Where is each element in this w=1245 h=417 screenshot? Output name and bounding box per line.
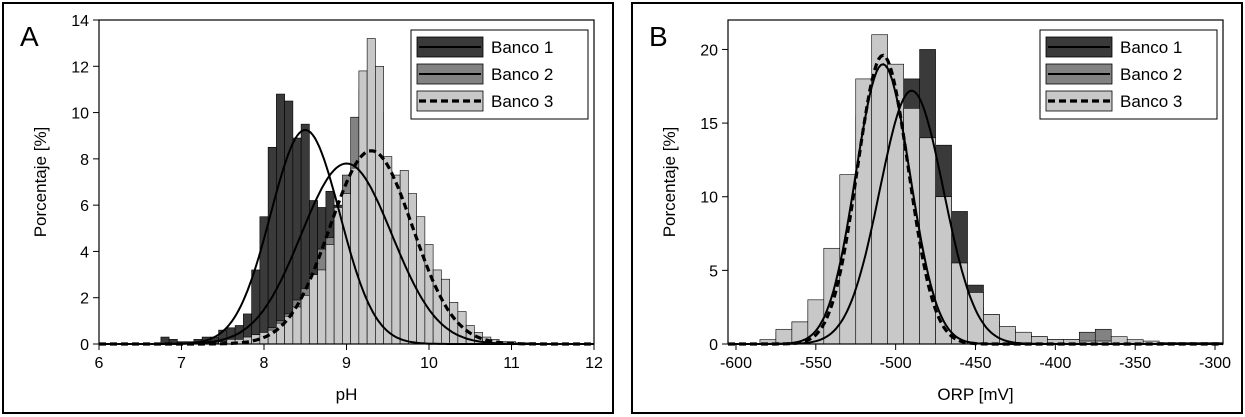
- chart-a-x-tick-label-0: 6: [95, 355, 104, 372]
- chart-a-bar-s3-28: [449, 302, 459, 345]
- chart-b-legend-label-2: Banco 2: [1120, 65, 1182, 84]
- chart-a-y-tick-label-4: 8: [80, 152, 89, 169]
- chart-a-y-tick-label-1: 2: [80, 291, 89, 308]
- chart-b-y-tick-label-2: 10: [700, 190, 718, 207]
- chart-a-y-tick-label-5: 10: [71, 106, 89, 123]
- chart-a-y-tick-label-7: 14: [71, 13, 89, 30]
- chart-a-bar-s3-12: [317, 269, 327, 345]
- chart-b-x-tick-label-2: -500: [880, 355, 912, 372]
- chart-a-bar-s3-7: [276, 322, 285, 345]
- chart-b-legend-label-1: Banco 1: [1120, 38, 1182, 57]
- chart-b-bar-s3-1: [775, 328, 793, 345]
- chart-b-y-tick-label-4: 20: [700, 42, 718, 59]
- chart-b-x-tick-label-0: -600: [720, 355, 752, 372]
- chart-a-y-tick-label-0: 0: [80, 337, 89, 354]
- panel-b: B -600 -550 -500 -450 -400 -350 -300 0 5 10 15 20 ORP…: [631, 2, 1243, 414]
- chart-b-panel-label: B: [649, 21, 668, 52]
- panel-a: A 6 7 8 9 10 11 12 0 2 4 6 8 10 12 14 pH Porcentaje [%] Ba…: [2, 2, 614, 414]
- chart-b-legend-swatch-3: [1045, 90, 1113, 112]
- chart-b-x-tick-label-6: -300: [1199, 355, 1231, 372]
- chart-b-bar-s3-12: [951, 262, 968, 345]
- chart-b-x-tick-label-3: -450: [959, 355, 991, 372]
- chart-a-x-tick-label-2: 8: [260, 355, 269, 372]
- chart-b-y-axis-label: Porcentaje [%]: [660, 127, 679, 238]
- chart-a-x-tick-label-4: 10: [420, 355, 438, 372]
- chart-b-x-tick-label-1: -550: [800, 355, 832, 372]
- chart-b-y-tick-label-1: 5: [709, 263, 718, 280]
- chart-a-y-axis-label: Porcentaje [%]: [31, 127, 50, 238]
- chart-a-bar-s3-25: [424, 244, 434, 345]
- chart-a-legend-swatch-3: [416, 90, 484, 112]
- chart-a-bar-s3-13: [325, 244, 335, 345]
- chart-a-bar-s3-10: [300, 295, 310, 345]
- chart-b-bar-s3-14: [983, 314, 1000, 345]
- chart-b-x-axis-label: ORP [mV]: [937, 385, 1013, 404]
- chart-a-bar-s3-20: [383, 156, 393, 345]
- chart-a-y-tick-label-2: 4: [80, 244, 89, 261]
- chart-a-bar-s3-24: [416, 216, 426, 345]
- chart-a-bar-s3-9: [292, 306, 302, 345]
- chart-a-x-tick-label-6: 12: [585, 355, 603, 372]
- chart-b-y-tick-label-0: 0: [709, 337, 718, 354]
- chart-a-x-tick-label-3: 9: [342, 355, 351, 372]
- chart-a-bar-s3-27: [441, 278, 450, 345]
- chart-a-y-tick-label-3: 6: [80, 198, 89, 215]
- chart-b-x-tick-label-4: -400: [1039, 355, 1071, 372]
- chart-b-svg: B -600 -550 -500 -450 -400 -350 -300 0 5 10 15 20 ORP…: [649, 19, 1231, 404]
- chart-b-x-tick-label-5: -350: [1119, 355, 1151, 372]
- chart-a-bar-s1-13: [267, 146, 277, 345]
- chart-a-bar-s1-11: [251, 269, 261, 345]
- chart-a-x-axis-label: pH: [336, 385, 358, 404]
- chart-a-legend-label-1: Banco 1: [491, 38, 553, 57]
- chart-a-legend-label-3: Banco 3: [491, 92, 553, 111]
- chart-a-bar-s3-14: [333, 207, 343, 345]
- chart-a-bar-s3-18: [366, 38, 376, 345]
- chart-a-legend-label-2: Banco 2: [491, 65, 553, 84]
- chart-b-bar-s3-13: [967, 292, 984, 345]
- chart-a-panel-label: A: [20, 21, 39, 52]
- chart-a-y-tick-label-6: 12: [71, 59, 89, 76]
- chart-a-bar-s3-15: [342, 193, 351, 345]
- chart-a-bar-s3-11: [309, 274, 318, 345]
- chart-a-bar-s3-17: [358, 70, 368, 345]
- chart-b-y-tick-label-3: 15: [700, 116, 718, 133]
- chart-a-bar-s3-21: [391, 174, 401, 345]
- chart-a-bar-s1-14: [276, 93, 285, 345]
- chart-b-legend-label-3: Banco 3: [1120, 92, 1182, 111]
- chart-a-x-tick-label-1: 7: [177, 355, 186, 372]
- chart-a-svg: A 6 7 8 9 10 11 12 0 2 4 6 8 10 12 14 pH Porcentaje [%] Ba…: [20, 13, 603, 404]
- chart-a-bar-s1-15: [284, 100, 294, 345]
- chart-a-x-tick-label-5: 11: [503, 355, 520, 372]
